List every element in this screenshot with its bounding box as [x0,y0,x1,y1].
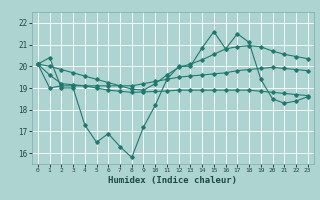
X-axis label: Humidex (Indice chaleur): Humidex (Indice chaleur) [108,176,237,185]
